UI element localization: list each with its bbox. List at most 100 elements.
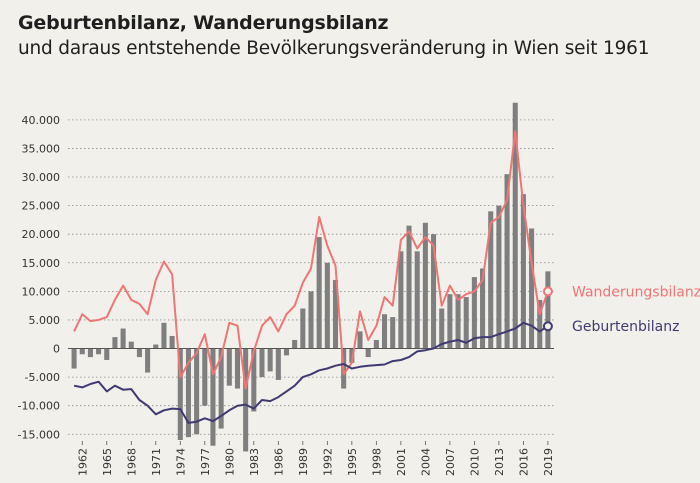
bar [471,277,477,349]
series-labels: Wanderungsbilanz Geburtenbilanz [572,284,700,335]
x-tick-label: 2007 [444,448,457,476]
x-tick-label: 1986 [272,448,285,476]
x-tick-label: 2016 [517,448,530,476]
bar [104,348,110,360]
bar [96,348,102,355]
gridlines [68,119,554,435]
bar [324,262,330,349]
geburtenbilanz-line [73,321,549,424]
y-tick-label: 25.000 [22,200,61,213]
bar [275,348,281,380]
bar [381,314,388,349]
bar [161,322,167,349]
bar [259,348,265,378]
bar [79,348,85,355]
bar [292,339,298,349]
y-axis-ticks: -15.000 -10.000 -5.000 0 5.000 10.000 15.000 20… [18,114,60,441]
bar [243,348,249,452]
x-tick-label: 2001 [395,448,408,476]
bar [226,348,232,386]
wanderungsbilanz-label: Wanderungsbilanz [572,284,700,300]
bar [406,225,412,349]
bar [545,271,551,349]
bar [112,337,118,349]
bar [365,348,371,358]
x-tick-label: 2019 [542,448,555,476]
x-tick-label: 1992 [321,448,334,476]
x-tick-label: 2013 [493,448,506,476]
x-tick-label: 2010 [468,448,481,476]
bar [496,205,502,349]
y-tick-label: -5.000 [25,371,60,384]
x-tick-label: 1965 [101,448,114,476]
bar [390,317,396,349]
bar [210,348,216,446]
x-tick-label: 1968 [125,448,138,476]
bar [87,348,93,358]
bar [71,348,77,369]
bar [169,335,175,349]
x-tick-label: 1977 [199,448,212,476]
bar [120,328,126,349]
bar [455,294,461,349]
bar [218,348,224,429]
x-tick-label: 1995 [346,448,359,476]
geburtenbilanz-label: Geburtenbilanz [572,319,679,335]
y-tick-label: 20.000 [22,228,61,241]
y-tick-label: 40.000 [22,114,61,127]
x-tick-label: 1974 [174,448,187,476]
bar [504,174,510,349]
bar [202,348,208,406]
geburtenbilanz-endpoint [542,321,553,332]
bar [431,234,437,349]
wanderungsbilanz-line [73,130,549,390]
bar [512,102,518,349]
bar [267,348,273,372]
bar [153,344,159,349]
bar [136,348,142,358]
bar [128,341,134,349]
bar [398,251,404,349]
x-tick-label: 1998 [370,448,383,476]
y-tick-label: -15.000 [18,428,60,441]
x-tick-label: 1983 [248,448,261,476]
y-tick-label: 15.000 [22,257,61,270]
bar [520,194,526,349]
chart-title: Geburtenbilanz, Wanderungsbilanz [18,12,389,34]
bar [316,237,322,349]
x-tick-label: 1989 [297,448,310,476]
bar-series [71,102,551,452]
y-tick-label: 30.000 [22,171,61,184]
bar [529,228,535,349]
x-tick-label: 1962 [76,448,89,476]
bar [283,348,290,356]
y-tick-label: 5.000 [29,314,61,327]
x-axis-ticks: 1962 1965 1968 1971 1974 1977 1980 1983 1986 1989… [76,441,555,476]
bar [185,348,191,438]
bar [234,348,241,389]
bar [177,348,183,440]
bar [488,211,494,349]
y-tick-label: -10.000 [18,400,60,413]
bar [414,251,420,349]
wanderungsbilanz-endpoint [542,286,553,297]
y-tick-label: 10.000 [22,285,61,298]
x-tick-label: 1971 [150,448,163,476]
bar [447,294,453,349]
bar [300,308,306,349]
y-tick-label: 0 [53,343,60,356]
line-series [73,130,553,424]
chart-subtitle: und daraus entstehende Bevölkerungsverän… [18,38,650,59]
bar [349,348,355,363]
bar [308,291,314,349]
y-tick-label: 35.000 [22,142,61,155]
bar [480,268,486,349]
bar [537,299,543,349]
bar [463,297,469,349]
bar [373,339,379,349]
bar [439,308,445,349]
bar [145,348,151,373]
bar [251,348,257,412]
bar [357,331,363,349]
